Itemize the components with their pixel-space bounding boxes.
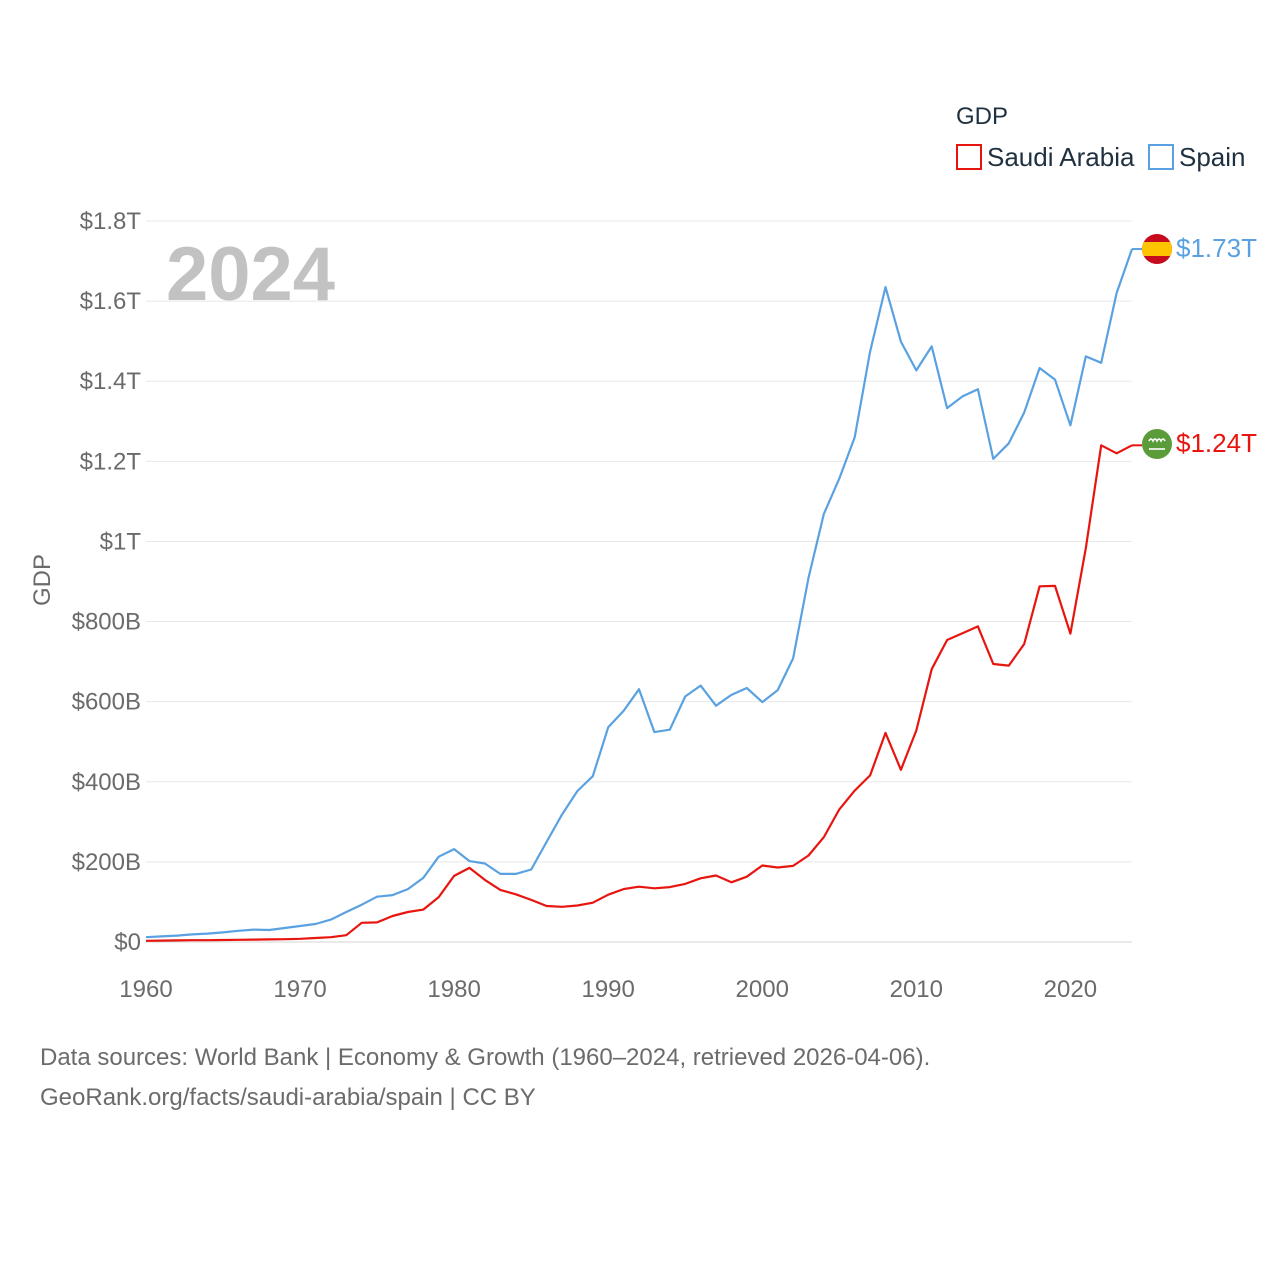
y-tick-label: $1.4T: [80, 368, 142, 395]
y-axis-title: GDP: [29, 554, 56, 606]
series-line-saudi-arabia: [145, 444, 1133, 942]
y-tick-label: $600B: [72, 689, 141, 716]
end-markers: [1132, 248, 1142, 447]
x-tick-label: 2010: [890, 976, 943, 1003]
legend-title: GDP: [956, 103, 1008, 130]
x-axis: 1960 1970 1980 1990 2000 2010 2020: [119, 976, 1097, 1003]
y-tick-label: $1T: [100, 528, 142, 555]
legend-swatch-saudi-arabia: [956, 144, 982, 170]
series-line-spain: [145, 248, 1134, 939]
y-tick-label: $1.8T: [80, 208, 142, 235]
x-tick-label: 1970: [273, 976, 326, 1003]
series-lines: [145, 248, 1134, 942]
y-tick-label: $1.2T: [80, 448, 142, 475]
legend-item-saudi-arabia[interactable]: Saudi Arabia: [956, 142, 1135, 172]
saudi-arabia-flag-icon: [1142, 429, 1172, 459]
grid-lines: [146, 220, 1132, 943]
end-label-spain: $1.73T: [1176, 233, 1257, 263]
source-note: Data sources: World Bank | Economy & Gro…: [40, 1044, 931, 1071]
y-axis: $0 $200B $400B $600B $800B $1T $1.2T $1.4T $1.6T…: [72, 208, 142, 956]
legend-label-spain: Spain: [1179, 142, 1246, 172]
y-tick-label: $800B: [72, 609, 141, 636]
legend-swatch-spain: [1148, 144, 1174, 170]
x-tick-label: 2020: [1044, 976, 1097, 1003]
y-tick-label: $400B: [72, 769, 141, 796]
legend-label-saudi-arabia: Saudi Arabia: [987, 142, 1135, 172]
x-tick-label: 1960: [119, 976, 172, 1003]
end-label-saudi-arabia: $1.24T: [1176, 428, 1257, 458]
x-tick-label: 1980: [427, 976, 480, 1003]
year-label: 2024: [166, 232, 335, 317]
y-tick-label: $1.6T: [80, 288, 142, 315]
spain-flag-icon: [1142, 234, 1172, 264]
source-url: GeoRank.org/facts/saudi-arabia/spain | C…: [40, 1084, 536, 1111]
gdp-line-chart: $0 $200B $400B $600B $800B $1T $1.2T $1.4T $1.6T…: [29, 103, 1257, 1003]
y-tick-label: $200B: [72, 849, 141, 876]
y-tick-label: $0: [114, 929, 141, 956]
x-tick-label: 1990: [581, 976, 634, 1003]
legend-item-spain[interactable]: Spain: [1148, 142, 1246, 172]
x-tick-label: 2000: [736, 976, 789, 1003]
